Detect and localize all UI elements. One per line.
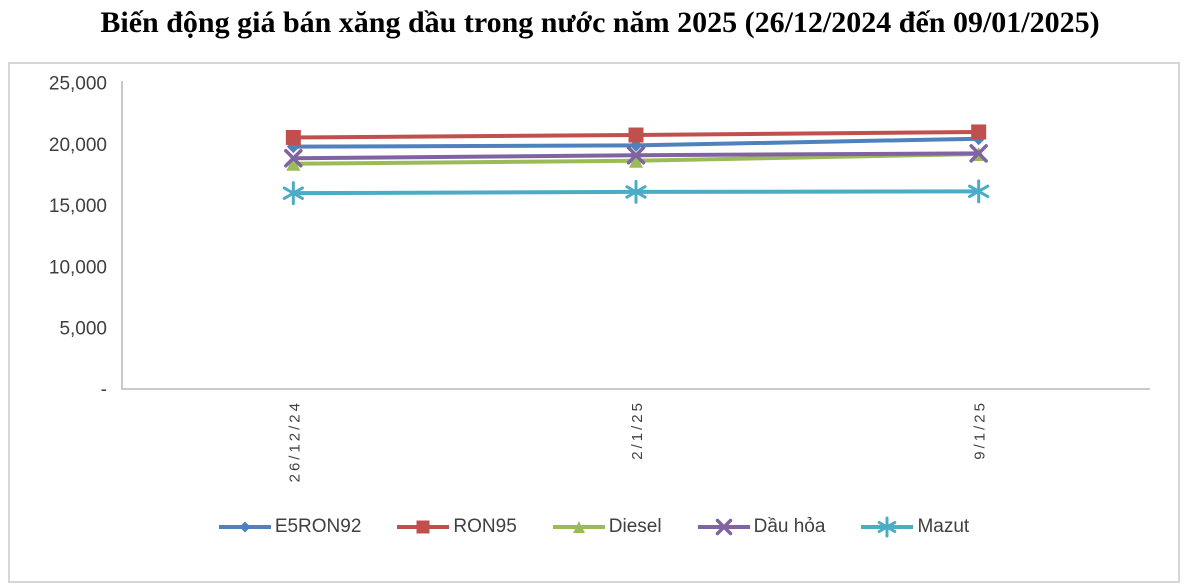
x-marker (969, 144, 988, 163)
x-marker (715, 518, 732, 536)
x-axis-tick-label: 26/12/24 (286, 400, 303, 482)
asterisk-marker (625, 179, 647, 204)
triangle-marker (629, 153, 643, 168)
legend-item-mazut[interactable]: Mazut (861, 516, 969, 538)
y-axis-tick-label: 5,000 (59, 318, 107, 339)
y-axis-tick-label: 15,000 (49, 196, 107, 217)
x-legend-swatch (697, 518, 750, 536)
legend-item-ron95[interactable]: RON95 (397, 516, 517, 538)
legend-label: RON95 (453, 516, 517, 537)
y-axis-tick-label: 20,000 (49, 135, 107, 156)
series-dầu-hỏa (284, 144, 988, 168)
square-marker (628, 127, 644, 143)
x-marker (626, 145, 646, 165)
legend-item-dầu-hỏa[interactable]: Dầu hỏa (697, 516, 826, 538)
legend-item-e5ron92[interactable]: E5RON92 (218, 516, 362, 538)
asterisk-marker (968, 179, 990, 204)
x-axis-tick-label: 9/1/25 (972, 400, 989, 460)
plot-area: - 5,000 10,000 15,000 20,000 25,000 26/12/24 2/… (49, 74, 1150, 482)
legend-label: Diesel (608, 516, 662, 537)
square-marker (971, 124, 987, 140)
y-axis-tick-label: 10,000 (49, 257, 107, 278)
square-marker (416, 520, 430, 534)
triangle-legend-swatch (552, 521, 605, 533)
legend-label: Dầu hỏa (753, 516, 826, 537)
series-ron95 (285, 124, 987, 145)
asterisk-legend-swatch (861, 516, 914, 538)
chart-title: Biến động giá bán xăng dầu trong nước nă… (100, 6, 1100, 39)
chart-frame: - 5,000 10,000 15,000 20,000 25,000 26/12/24 2/… (8, 62, 1180, 583)
legend-label: Mazut (917, 516, 970, 537)
triangle-marker (572, 521, 585, 533)
legend-item-diesel[interactable]: Diesel (552, 516, 662, 538)
diamond-legend-swatch (218, 521, 271, 533)
asterisk-marker (282, 181, 304, 206)
chart-legend: E5RON92 RON95 Diesel Dầu hỏa Mazut (10, 514, 1178, 540)
square-legend-swatch (397, 520, 450, 534)
x-marker (284, 149, 303, 168)
asterisk-marker (878, 516, 897, 538)
diamond-marker (239, 521, 251, 533)
x-axis-tick-label: 2/1/25 (629, 400, 646, 460)
y-axis-tick-label: - (101, 380, 107, 401)
y-axis-tick-label: 25,000 (49, 74, 107, 95)
triangle-marker (286, 156, 301, 171)
square-marker (285, 129, 301, 145)
series-mazut (282, 179, 990, 206)
legend-label: E5RON92 (274, 516, 362, 537)
